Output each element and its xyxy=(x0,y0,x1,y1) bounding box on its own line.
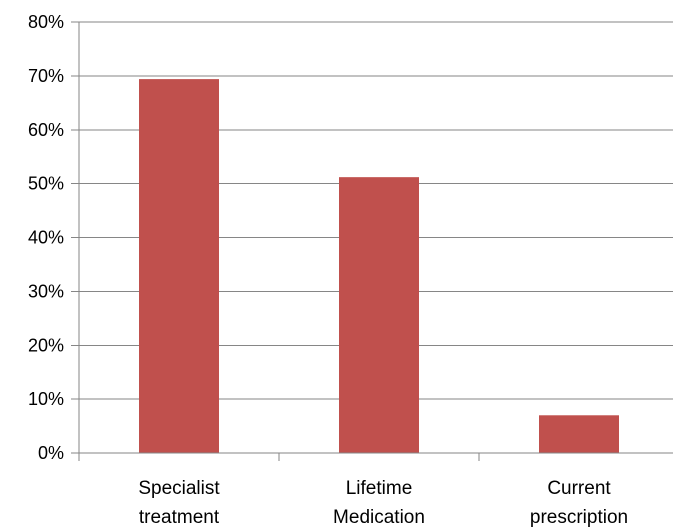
x-category-label: Current prescription xyxy=(530,478,628,528)
bar xyxy=(339,177,419,453)
bar xyxy=(139,79,219,454)
y-tick-label: 50% xyxy=(28,174,64,194)
y-tick-label: 40% xyxy=(28,228,64,248)
y-tick-label: 80% xyxy=(28,12,64,32)
x-axis-category-labels: Specialist treatment Lifetime Medication Cur… xyxy=(138,478,628,528)
y-tick-label: 10% xyxy=(28,389,64,409)
y-tick-label: 0% xyxy=(38,443,64,463)
y-tick-label: 30% xyxy=(28,281,64,301)
y-tick-label: 20% xyxy=(28,335,64,355)
y-axis-tick-labels: 0% 10% 20% 30% 40% 50% 60% 70% 80% xyxy=(28,12,64,463)
x-category-label: Specialist treatment xyxy=(138,478,220,528)
y-tick-label: 70% xyxy=(28,66,64,86)
x-category-label: Lifetime Medication xyxy=(333,478,425,528)
y-tick-label: 60% xyxy=(28,120,64,140)
bar xyxy=(539,415,619,453)
axes xyxy=(71,21,673,461)
bars xyxy=(139,79,619,454)
